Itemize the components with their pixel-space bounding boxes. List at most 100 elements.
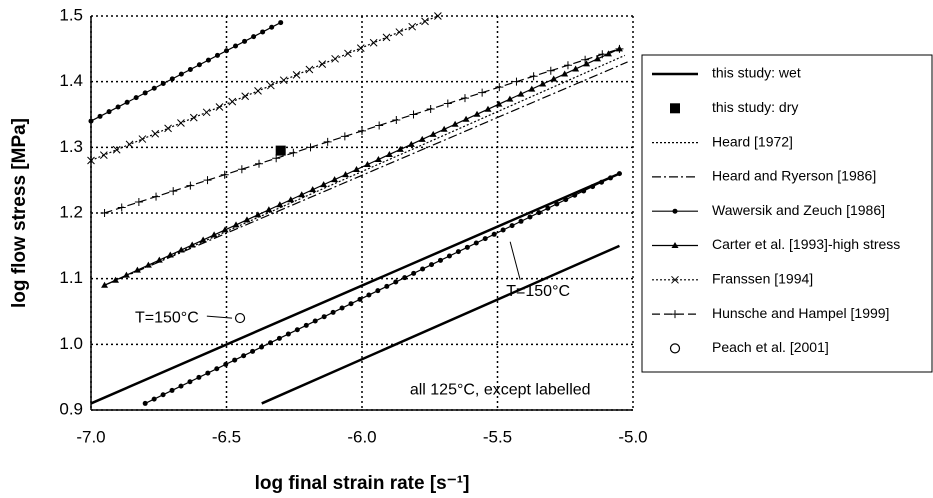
marker-shape bbox=[671, 310, 679, 319]
marker-shape bbox=[550, 75, 558, 82]
marker-shape bbox=[187, 66, 193, 72]
marker-shape bbox=[88, 118, 94, 124]
marker bbox=[572, 65, 580, 72]
marker-shape bbox=[482, 236, 488, 242]
marker-shape bbox=[321, 314, 327, 320]
marker-shape bbox=[420, 266, 426, 272]
marker bbox=[342, 171, 350, 178]
marker bbox=[164, 124, 172, 133]
marker-shape bbox=[563, 197, 569, 203]
marker bbox=[500, 227, 506, 233]
marker bbox=[518, 218, 524, 224]
x-tick-label: -6.0 bbox=[347, 427, 376, 446]
marker-shape bbox=[590, 184, 596, 190]
marker-shape bbox=[528, 85, 536, 92]
marker bbox=[255, 159, 264, 168]
marker bbox=[169, 76, 175, 82]
marker-shape bbox=[318, 60, 327, 69]
marker-shape bbox=[407, 140, 415, 147]
marker bbox=[491, 231, 497, 237]
marker bbox=[550, 75, 558, 82]
marker-shape bbox=[221, 226, 229, 233]
marker-shape bbox=[260, 29, 266, 35]
marker-shape bbox=[598, 50, 607, 59]
marker bbox=[331, 176, 339, 183]
marker-shape bbox=[276, 201, 284, 208]
marker-shape bbox=[289, 148, 298, 157]
marker-shape bbox=[374, 155, 382, 162]
annotation: T=150°C bbox=[506, 283, 570, 300]
marker bbox=[358, 126, 366, 135]
marker-shape bbox=[545, 205, 551, 211]
marker-shape bbox=[254, 211, 262, 218]
marker bbox=[242, 38, 248, 44]
marker bbox=[411, 270, 417, 276]
marker-shape bbox=[512, 77, 521, 86]
marker-shape bbox=[215, 103, 224, 111]
marker-shape bbox=[278, 20, 284, 26]
marker bbox=[260, 29, 266, 35]
marker bbox=[495, 83, 504, 92]
marker-shape bbox=[205, 370, 211, 376]
marker bbox=[473, 240, 479, 246]
marker bbox=[464, 244, 470, 250]
marker bbox=[112, 276, 120, 283]
marker bbox=[265, 206, 273, 213]
x-axis-title: log final strain rate [s⁻¹] bbox=[255, 473, 470, 494]
marker-shape bbox=[210, 231, 218, 238]
marker-shape bbox=[269, 24, 275, 30]
marker-shape bbox=[594, 55, 602, 62]
marker-shape bbox=[669, 343, 681, 354]
marker bbox=[392, 115, 401, 124]
marker bbox=[196, 374, 202, 380]
marker-shape bbox=[87, 156, 95, 165]
marker-shape bbox=[473, 110, 481, 117]
marker-shape bbox=[491, 231, 497, 237]
marker-shape bbox=[353, 166, 361, 173]
marker bbox=[186, 181, 195, 190]
marker bbox=[384, 283, 390, 289]
marker bbox=[583, 60, 591, 67]
marker-shape bbox=[495, 100, 503, 107]
marker-shape bbox=[287, 196, 295, 203]
marker-shape bbox=[138, 135, 147, 143]
marker bbox=[292, 71, 301, 79]
marker bbox=[669, 343, 681, 354]
marker bbox=[254, 87, 262, 95]
marker-shape bbox=[251, 34, 257, 40]
marker-shape bbox=[177, 246, 185, 253]
marker bbox=[100, 209, 109, 217]
marker bbox=[407, 140, 415, 147]
marker bbox=[178, 71, 184, 77]
marker-shape bbox=[539, 80, 547, 87]
legend-label: Peach et al. [2001] bbox=[712, 339, 829, 355]
marker bbox=[608, 175, 614, 181]
y-tick-label: 1.5 bbox=[59, 5, 83, 24]
marker bbox=[117, 203, 126, 212]
marker-shape bbox=[134, 198, 143, 207]
marker-shape bbox=[340, 132, 349, 141]
marker bbox=[473, 110, 481, 117]
annotation: T=150°C bbox=[135, 309, 199, 326]
marker-shape bbox=[408, 22, 417, 31]
marker bbox=[241, 353, 247, 359]
marker bbox=[581, 55, 590, 64]
marker bbox=[160, 81, 166, 87]
marker bbox=[101, 281, 109, 288]
marker-shape bbox=[599, 179, 605, 185]
marker bbox=[276, 201, 284, 208]
marker-shape bbox=[356, 44, 365, 52]
marker-shape bbox=[495, 83, 504, 92]
marker bbox=[339, 305, 345, 311]
marker bbox=[393, 279, 399, 285]
marker-shape bbox=[418, 135, 426, 142]
marker bbox=[572, 192, 578, 198]
marker bbox=[408, 22, 417, 31]
marker-shape bbox=[142, 90, 148, 96]
marker-shape bbox=[155, 256, 163, 263]
marker bbox=[462, 115, 470, 122]
marker-shape bbox=[276, 335, 282, 341]
marker-shape bbox=[100, 209, 109, 217]
marker-shape bbox=[122, 271, 130, 278]
marker-shape bbox=[563, 61, 572, 70]
